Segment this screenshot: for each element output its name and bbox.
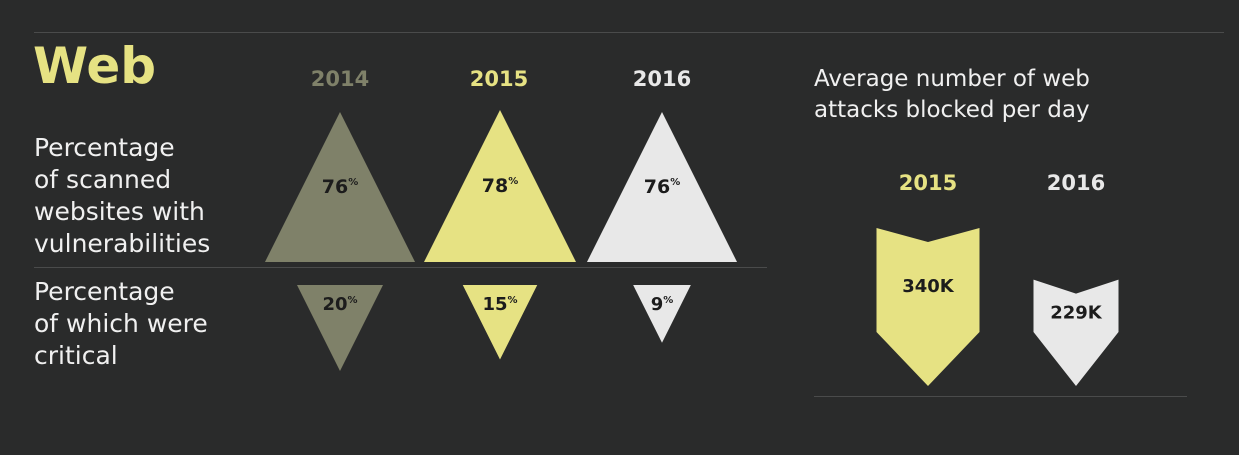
- value-attacks-2015: 340K: [902, 276, 955, 297]
- value-vulnerable-2014: 76%: [322, 176, 358, 198]
- attacks-heading: Average number of web attacks blocked pe…: [814, 66, 1090, 123]
- attacks-year-label-2016: 2016: [1046, 171, 1106, 195]
- year-label-2014: 2014: [310, 67, 370, 91]
- triangle-critical-2016: [633, 285, 691, 343]
- triangle-vulnerable-2016: [586, 111, 738, 263]
- row-divider: [34, 267, 767, 268]
- year-label-2016: 2016: [632, 67, 692, 91]
- page-title: Web: [33, 37, 157, 95]
- value-vulnerable-2016: 76%: [644, 176, 680, 198]
- triangle-vulnerable-2015: [424, 110, 576, 262]
- top-divider: [34, 32, 1224, 33]
- year-label-2015: 2015: [469, 67, 529, 91]
- value-critical-2015: 15%: [482, 294, 517, 315]
- triangle-critical-2014: [297, 285, 383, 371]
- value-attacks-2016: 229K: [1050, 303, 1103, 324]
- triangle-critical-2015: [462, 285, 538, 360]
- row-label-vulnerable: Percentage of scanned websites with vuln…: [34, 133, 211, 258]
- bottom-divider: [814, 396, 1187, 397]
- value-vulnerable-2015: 78%: [482, 175, 518, 197]
- value-critical-2014: 20%: [322, 294, 357, 315]
- arrow-attacks-2015: [876, 228, 980, 386]
- attacks-year-label-2015: 2015: [898, 171, 958, 195]
- row-label-critical: Percentage of which were critical: [34, 277, 208, 370]
- triangle-vulnerable-2014: [264, 111, 416, 263]
- value-critical-2016: 9%: [651, 294, 674, 315]
- arrow-attacks-2016: [1033, 279, 1119, 386]
